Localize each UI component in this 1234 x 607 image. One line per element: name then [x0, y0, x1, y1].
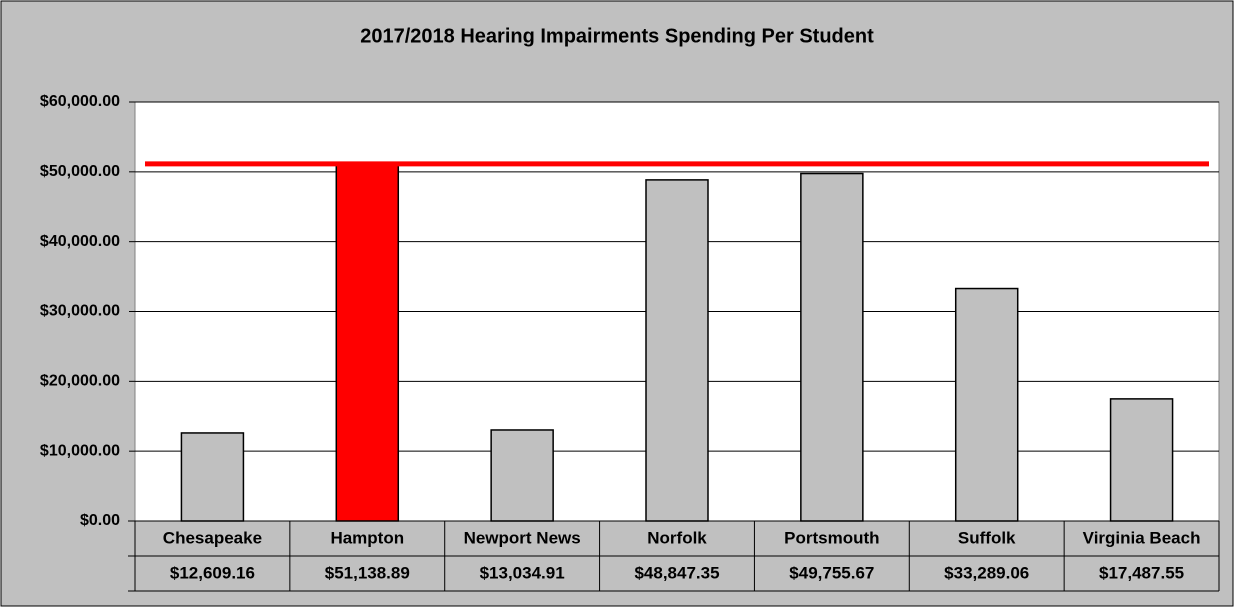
y-tick-label: $10,000.00: [40, 442, 120, 459]
value-label: $12,609.16: [170, 563, 255, 582]
bar: [490, 429, 554, 522]
y-tick-label: $50,000.00: [40, 163, 120, 180]
y-tick-label: $0.00: [80, 512, 120, 529]
value-label: $33,289.06: [944, 563, 1029, 582]
category-label: Norfolk: [647, 528, 707, 547]
y-tick-label: $30,000.00: [40, 303, 120, 320]
category-label: Newport News: [464, 528, 581, 547]
category-label: Suffolk: [958, 528, 1016, 547]
bar: [954, 287, 1019, 522]
value-label: $51,138.89: [325, 563, 410, 582]
category-label: Chesapeake: [163, 528, 262, 547]
category-label: Portsmouth: [784, 528, 879, 547]
y-tick-label: $60,000.00: [40, 93, 120, 110]
value-label: $17,487.55: [1099, 563, 1184, 582]
bar: [180, 432, 245, 522]
chart-title: 2017/2018 Hearing Impairments Spending P…: [360, 25, 874, 47]
bar: [1109, 398, 1174, 522]
bar: [335, 163, 400, 522]
value-label: $13,034.91: [480, 563, 565, 582]
y-tick-label: $20,000.00: [40, 373, 120, 390]
value-label: $48,847.35: [634, 563, 719, 582]
category-label: Hampton: [330, 528, 404, 547]
value-label: $49,755.67: [789, 563, 874, 582]
bar: [800, 172, 864, 522]
category-label: Virginia Beach: [1083, 528, 1201, 547]
y-tick-label: $40,000.00: [40, 233, 120, 250]
bar: [645, 179, 709, 522]
